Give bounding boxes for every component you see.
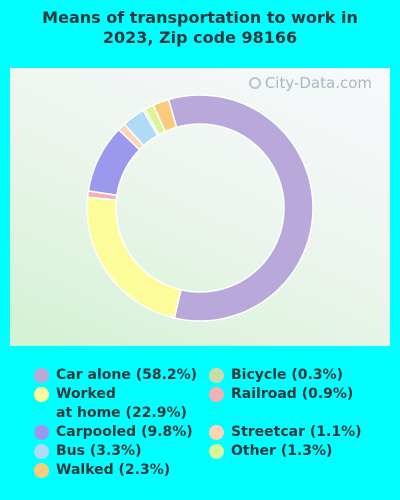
legend-item: Walked (2.3%) — [34, 461, 170, 480]
legend-swatch — [209, 425, 224, 440]
chart-legend: Car alone (58.2%) Worked at home (22.9%) C… — [0, 366, 400, 486]
watermark: City-Data.com — [248, 74, 372, 92]
legend-swatch — [209, 387, 224, 402]
legend-label: Bus (3.3%) — [56, 443, 142, 459]
legend-swatch — [209, 368, 224, 383]
legend-label: Bicycle (0.3%) — [231, 367, 343, 383]
slice-0 — [167, 94, 314, 322]
legend-label: Car alone (58.2%) — [56, 367, 198, 383]
slice-8 — [152, 98, 178, 133]
legend-label: Streetcar (1.1%) — [231, 424, 362, 440]
legend-label: Worked at home (22.9%) — [56, 386, 187, 421]
legend-swatch — [34, 463, 49, 478]
chart-title: Means of transportation to work in 2023,… — [0, 8, 400, 48]
chart-title-line-2: 2023, Zip code 98166 — [102, 28, 298, 47]
legend-swatch — [34, 368, 49, 383]
legend-swatch — [34, 387, 49, 402]
legend-item: Bicycle (0.3%) — [209, 366, 343, 385]
watermark-text: City-Data.com — [264, 74, 372, 92]
legend-swatch — [34, 444, 49, 459]
legend-label: Railroad (0.9%) — [231, 386, 354, 402]
legend-label: Carpooled (9.8%) — [56, 424, 193, 440]
donut-chart — [86, 94, 314, 322]
legend-label: Other (1.3%) — [231, 443, 333, 459]
legend-item: Bus (3.3%) — [34, 442, 141, 461]
chart-panel: City-Data.com — [10, 68, 390, 346]
legend-item: Railroad (0.9%) — [209, 385, 353, 404]
legend-swatch — [34, 425, 49, 440]
legend-item: Streetcar (1.1%) — [209, 423, 362, 442]
search-icon — [248, 77, 261, 89]
legend-swatch — [209, 444, 224, 459]
legend-label: Walked (2.3%) — [56, 462, 171, 478]
slice-1 — [86, 196, 182, 319]
legend-item: Worked at home (22.9%) — [34, 385, 187, 423]
chart-title-line-1: Means of transportation to work in — [42, 8, 358, 27]
legend-item: Car alone (58.2%) — [34, 366, 197, 385]
legend-item: Other (1.3%) — [209, 442, 332, 461]
legend-item: Carpooled (9.8%) — [34, 423, 193, 442]
